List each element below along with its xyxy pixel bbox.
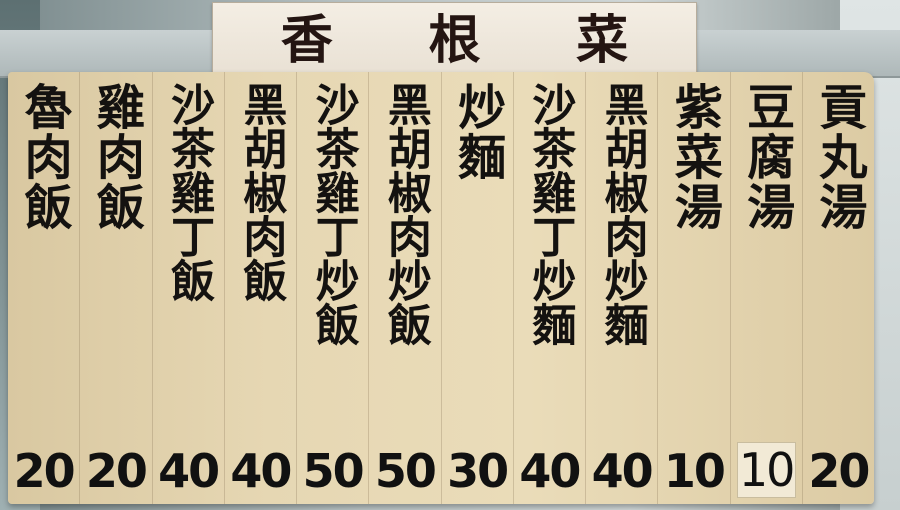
menu-item: 魯肉飯 20 <box>8 72 81 504</box>
menu-item-price: 40 <box>519 444 581 498</box>
menu-item-name: 魯肉飯 <box>15 82 72 232</box>
sign-char: 根 <box>428 10 481 71</box>
menu-item-name: 豆腐湯 <box>738 82 795 232</box>
menu-item-price: 20 <box>85 444 148 498</box>
menu-item: 黑胡椒肉炒麵 40 <box>586 72 659 504</box>
menu-item-name: 紫菜湯 <box>665 82 722 232</box>
menu-item: 沙茶雞丁炒麵 40 <box>514 72 586 504</box>
shop-sign: 香 根 菜 <box>212 2 697 80</box>
menu-item: 紫菜湯 10 <box>658 72 731 504</box>
menu-item-price: 30 <box>447 444 509 498</box>
menu-item-name: 黑胡椒肉炒麵 <box>596 82 648 346</box>
menu-item-name: 黑胡椒肉飯 <box>235 82 287 302</box>
menu-item: 雞肉飯 20 <box>80 72 153 504</box>
menu-item: 黑胡椒肉炒飯 50 <box>369 72 442 504</box>
menu-item: 黑胡椒肉飯 40 <box>225 72 297 504</box>
menu-item-name: 黑胡椒肉炒飯 <box>379 82 431 346</box>
menu-item-name: 沙茶雞丁炒麵 <box>524 82 576 346</box>
menu-item-price: 50 <box>302 444 365 498</box>
menu-item: 沙茶雞丁飯 40 <box>153 72 225 504</box>
menu-item-price: 40 <box>230 444 292 498</box>
menu-item-name: 雞肉飯 <box>87 82 144 232</box>
menu-item-name: 沙茶雞丁炒飯 <box>307 82 359 346</box>
menu-item-price: 10 <box>736 442 796 498</box>
menu-item-price: 50 <box>374 444 437 498</box>
menu-item-price: 20 <box>13 444 76 498</box>
menu-item-price: 20 <box>808 444 870 498</box>
menu-item-name: 貢丸湯 <box>810 82 867 232</box>
menu-item: 炒麵 30 <box>442 72 514 504</box>
menu-item: 豆腐湯 10 <box>731 72 803 504</box>
menu-item-price: 40 <box>158 444 220 498</box>
sign-char: 香 <box>280 10 333 71</box>
menu-item-name: 炒麵 <box>449 82 506 182</box>
menu-item-price: 10 <box>663 444 726 498</box>
menu-item-price: 40 <box>591 444 654 498</box>
menu-board: 魯肉飯 20 雞肉飯 20 沙茶雞丁飯 40 黑胡椒肉飯 40 沙茶雞丁炒飯 5… <box>8 72 874 504</box>
menu-item-name: 沙茶雞丁飯 <box>163 82 215 302</box>
menu-item: 貢丸湯 20 <box>803 72 874 504</box>
sign-char: 菜 <box>576 10 629 71</box>
menu-item: 沙茶雞丁炒飯 50 <box>297 72 370 504</box>
